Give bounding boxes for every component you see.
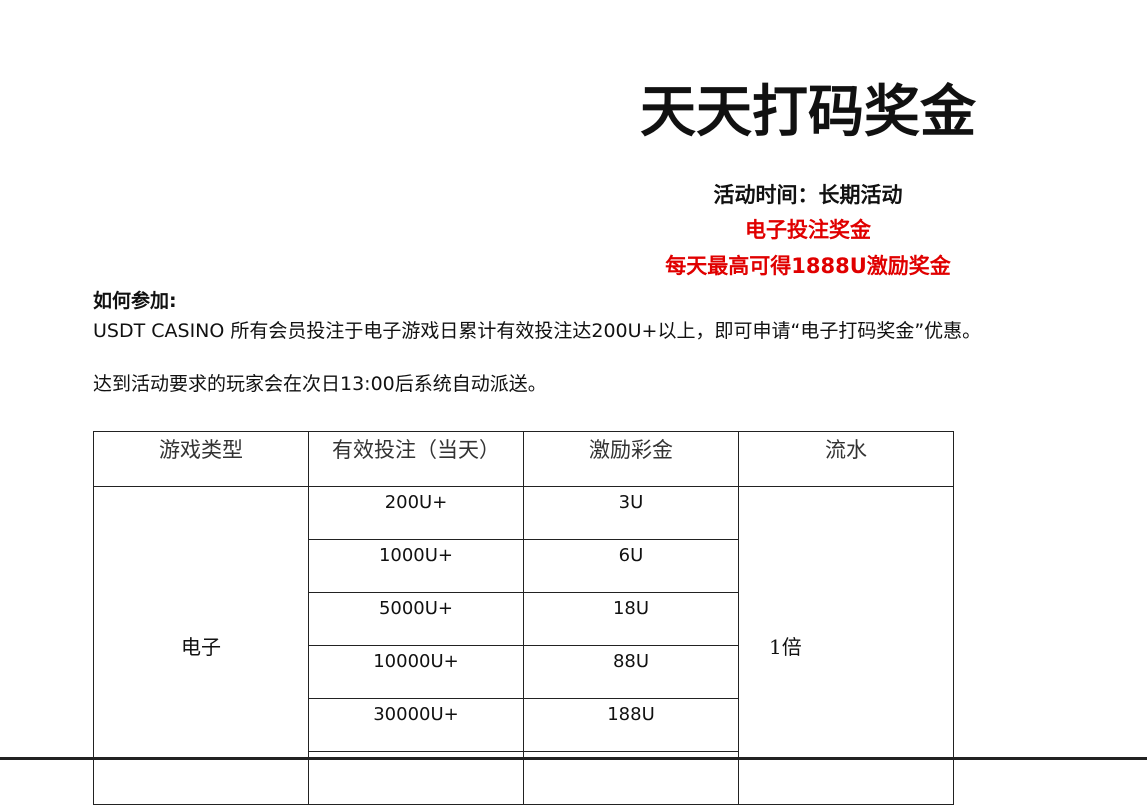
turnover-cell: 1倍	[738, 486, 954, 805]
activity-time: 活动时间：长期活动	[713, 183, 903, 207]
bet-cell: 10000U+	[308, 645, 524, 699]
table-row: 电子 200U+ 3U 1倍	[93, 486, 954, 805]
highlight-line-2: 每天最高可得1888U激励奖金	[665, 254, 951, 278]
how-to-join-heading: 如何参加:	[93, 290, 177, 312]
bonus-cell: 3U	[523, 486, 739, 540]
header-turnover: 流水	[738, 431, 954, 487]
page-title: 天天打码奖金	[640, 80, 976, 145]
rule-paragraph-2: 达到活动要求的玩家会在次日13:00后系统自动派送。	[93, 373, 547, 395]
bonus-cell: 6U	[523, 539, 739, 593]
table-row: 30000U+ 188U	[94, 698, 954, 752]
table-row: 1000U+ 6U	[94, 539, 954, 593]
bonus-cell: 18U	[523, 592, 739, 646]
header-valid-bet: 有效投注（当天）	[308, 431, 524, 487]
highlight-line-1: 电子投注奖金	[745, 218, 871, 242]
bet-cell: 200U+	[308, 486, 524, 540]
table-row: 10000U+ 88U	[94, 645, 954, 699]
bet-cell: 30000U+	[308, 698, 524, 752]
bet-cell: 1000U+	[308, 539, 524, 593]
rule-paragraph-1: USDT CASINO 所有会员投注于电子游戏日累计有效投注达200U+以上，即…	[93, 320, 982, 342]
bonus-cell: 188U	[523, 698, 739, 752]
header-game-type: 游戏类型	[93, 431, 309, 487]
bet-cell: 5000U+	[308, 592, 524, 646]
table-row: 5000U+ 18U	[94, 592, 954, 646]
header-bonus: 激励彩金	[523, 431, 739, 487]
table-header-row: 游戏类型 有效投注（当天） 激励彩金 流水	[93, 431, 954, 487]
bottom-edge-divider	[0, 757, 1147, 760]
bonus-cell: 88U	[523, 645, 739, 699]
bonus-table: 游戏类型 有效投注（当天） 激励彩金 流水 电子 200U+ 3U 1倍 100…	[93, 431, 954, 805]
game-type-cell: 电子	[93, 486, 309, 805]
